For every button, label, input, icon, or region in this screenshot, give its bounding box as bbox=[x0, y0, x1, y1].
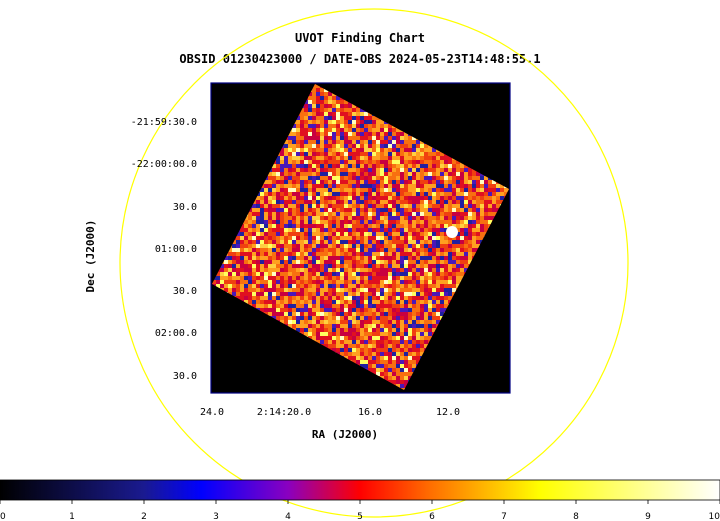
x-tick-label: 2:14:20.0 bbox=[257, 407, 311, 418]
x-tick-label: 24.0 bbox=[200, 407, 224, 418]
colorbar-tick-label: 0 bbox=[0, 512, 6, 521]
colorbar-tick-label: 8 bbox=[573, 512, 579, 521]
x-axis-label: RA (J2000) bbox=[312, 428, 378, 441]
y-tick-label: 02:00.0 bbox=[155, 328, 197, 339]
y-tick-label: -22:00:00.0 bbox=[131, 159, 197, 170]
colorbar-tick-label: 6 bbox=[429, 512, 435, 521]
x-tick-labels: 24.0 2:14:20.0 16.0 12.0 bbox=[200, 407, 460, 418]
colorbar-ticks: 0 1 2 3 4 5 6 7 8 9 10 bbox=[0, 500, 720, 521]
x-tick-label: 12.0 bbox=[436, 407, 460, 418]
y-tick-label: -21:59:30.0 bbox=[131, 117, 197, 128]
chart-title: UVOT Finding Chart bbox=[294, 31, 426, 45]
y-tick-label: 30.0 bbox=[173, 371, 197, 382]
x-tick-label: 16.0 bbox=[358, 407, 382, 418]
y-tick-labels: -21:59:30.0 -22:00:00.0 30.0 01:00.0 30.0 02:… bbox=[131, 117, 197, 382]
colorbar-tick-label: 7 bbox=[501, 512, 507, 521]
colorbar-tick-label: 10 bbox=[709, 512, 720, 521]
colorbar-tick-label: 3 bbox=[213, 512, 219, 521]
y-tick-label: 01:00.0 bbox=[155, 244, 197, 255]
colorbar-tick-label: 2 bbox=[141, 512, 147, 521]
colorbar-tick-label: 4 bbox=[285, 512, 291, 521]
colorbar-tick-label: 1 bbox=[69, 512, 75, 521]
image-frame bbox=[210, 82, 511, 394]
colorbar-tick-label: 9 bbox=[645, 512, 651, 521]
y-tick-label: 30.0 bbox=[173, 202, 197, 213]
colorbar-tick-label: 5 bbox=[357, 512, 363, 521]
y-axis-label: Dec (J2000) bbox=[84, 220, 97, 293]
bright-source bbox=[446, 226, 458, 238]
colorbar bbox=[0, 479, 720, 501]
uvot-fov-circle bbox=[119, 8, 629, 518]
y-tick-label: 30.0 bbox=[173, 286, 197, 297]
chart-subtitle: OBSID 01230423000 / DATE-OBS 2024-05-23T… bbox=[179, 52, 541, 66]
